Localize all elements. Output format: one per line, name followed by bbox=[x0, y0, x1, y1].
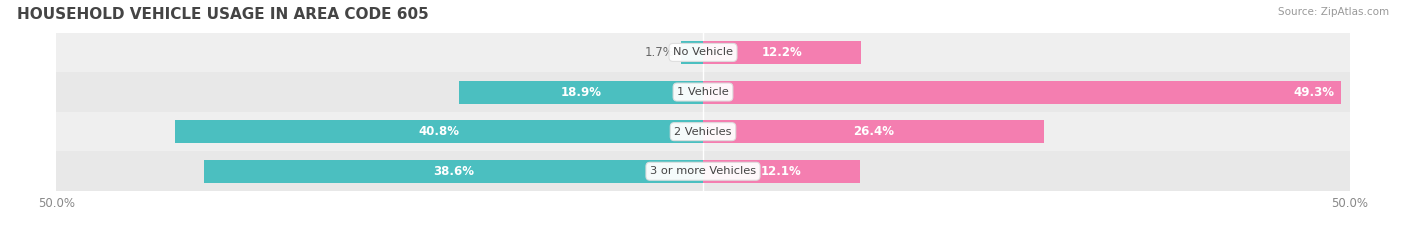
Text: 12.1%: 12.1% bbox=[761, 165, 801, 178]
Text: HOUSEHOLD VEHICLE USAGE IN AREA CODE 605: HOUSEHOLD VEHICLE USAGE IN AREA CODE 605 bbox=[17, 7, 429, 22]
Bar bbox=[703, 160, 859, 183]
Bar bbox=[681, 41, 703, 64]
Bar bbox=[56, 112, 1350, 151]
Text: 1.7%: 1.7% bbox=[645, 46, 675, 59]
Bar bbox=[703, 81, 1341, 103]
Bar bbox=[56, 33, 1350, 72]
Text: 18.9%: 18.9% bbox=[560, 86, 602, 99]
Text: Source: ZipAtlas.com: Source: ZipAtlas.com bbox=[1278, 7, 1389, 17]
Text: 12.2%: 12.2% bbox=[762, 46, 803, 59]
Text: 49.3%: 49.3% bbox=[1294, 86, 1334, 99]
Bar bbox=[703, 120, 1045, 143]
Text: 1 Vehicle: 1 Vehicle bbox=[678, 87, 728, 97]
Text: 3 or more Vehicles: 3 or more Vehicles bbox=[650, 166, 756, 176]
Bar bbox=[56, 72, 1350, 112]
Bar bbox=[458, 81, 703, 103]
Bar bbox=[176, 120, 703, 143]
Text: 2 Vehicles: 2 Vehicles bbox=[675, 127, 731, 137]
Text: 40.8%: 40.8% bbox=[419, 125, 460, 138]
Text: No Vehicle: No Vehicle bbox=[673, 48, 733, 57]
Bar bbox=[703, 41, 860, 64]
Text: 26.4%: 26.4% bbox=[853, 125, 894, 138]
Bar bbox=[56, 151, 1350, 191]
Bar bbox=[204, 160, 703, 183]
Text: 38.6%: 38.6% bbox=[433, 165, 474, 178]
